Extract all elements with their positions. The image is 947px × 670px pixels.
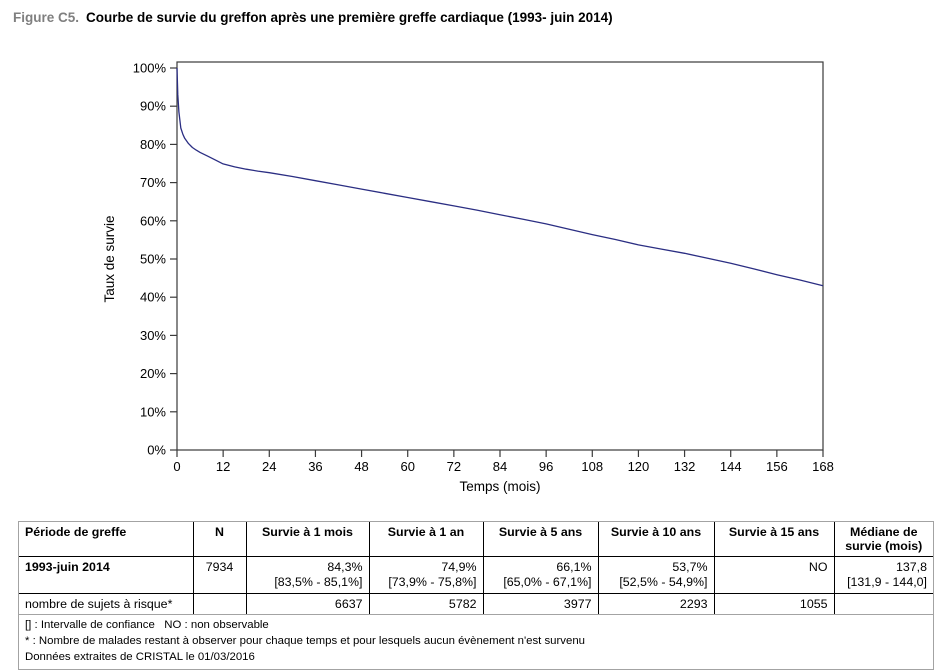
footnote-source: Données extraites de CRISTAL le 01/03/20… — [25, 651, 255, 663]
header-survie-15-ans: Survie à 15 ans — [714, 522, 835, 557]
header-periode: Période de greffe — [19, 522, 194, 557]
x-tick-label: 156 — [766, 459, 788, 474]
cell-mediane: 137,8 [131,9 - 144,0] — [834, 556, 933, 594]
survival-curve — [176, 67, 824, 287]
cell-survie-5-ans: 66,1% [65,0% - 67,1%] — [483, 556, 599, 594]
footnote-row: * : Nombre de malades restant à observer… — [19, 633, 933, 649]
confidence-interval: [52,5% - 54,9%] — [619, 575, 708, 589]
x-tick-label: 24 — [262, 459, 276, 474]
cell-survie-1-an: 74,9% [73,9% - 75,8%] — [369, 556, 484, 594]
x-axis-label: Temps (mois) — [459, 479, 540, 494]
x-tick-label: 0 — [173, 459, 180, 474]
value: 66,1% — [556, 560, 592, 574]
cell-risk-mediane — [834, 593, 933, 615]
x-tick-label: 108 — [581, 459, 603, 474]
y-tick-label: 20% — [140, 366, 166, 381]
y-tick-label: 70% — [140, 175, 166, 190]
x-tick-label: 96 — [539, 459, 553, 474]
y-tick-label: 90% — [140, 99, 166, 114]
confidence-interval: [65,0% - 67,1%] — [503, 575, 592, 589]
header-mediane: Médiane de survie (mois) — [834, 522, 933, 557]
footnote-row: Données extraites de CRISTAL le 01/03/20… — [19, 649, 933, 669]
confidence-interval: [131,9 - 144,0] — [847, 575, 927, 589]
x-tick-label: 132 — [674, 459, 696, 474]
summary-table: Période de greffe N Survie à 1 mois Surv… — [19, 522, 933, 669]
x-tick-label: 120 — [628, 459, 650, 474]
cell-risk-15-ans: 1055 — [714, 593, 835, 615]
footnote-row: [] : Intervalle de confiance NO : non ob… — [19, 615, 933, 634]
header-survie-1-mois: Survie à 1 mois — [246, 522, 370, 557]
footnote-confidence: [] : Intervalle de confiance NO : non ob… — [25, 619, 269, 631]
x-tick-label: 60 — [400, 459, 414, 474]
cell-n: 7934 — [193, 556, 247, 594]
footnote-at-risk: * : Nombre de malades restant à observer… — [25, 635, 586, 647]
confidence-interval: [83,5% - 85,1%] — [274, 575, 363, 589]
cell-risk-10-ans: 2293 — [598, 593, 715, 615]
header-survie-5-ans: Survie à 5 ans — [483, 522, 599, 557]
x-tick-label: 168 — [812, 459, 834, 474]
cell-survie-10-ans: 53,7% [52,5% - 54,9%] — [598, 556, 715, 594]
table-header-row: Période de greffe N Survie à 1 mois Surv… — [19, 522, 933, 557]
cell-risk-1-mois: 6637 — [246, 593, 370, 615]
x-tick-label: 72 — [447, 459, 461, 474]
header-n: N — [193, 522, 247, 557]
y-tick-label: 10% — [140, 404, 166, 419]
value: 84,3% — [327, 560, 363, 574]
x-tick-label: 36 — [308, 459, 322, 474]
y-tick-label: 80% — [140, 137, 166, 152]
confidence-interval: [73,9% - 75,8%] — [388, 575, 477, 589]
cell-risk-1-an: 5782 — [369, 593, 484, 615]
value: 137,8 — [895, 560, 927, 574]
cell-period-label: 1993-juin 2014 — [19, 556, 194, 594]
table-row-period: 1993-juin 2014 7934 84,3% [83,5% - 85,1%… — [19, 556, 933, 594]
x-tick-label: 84 — [493, 459, 507, 474]
y-tick-label: 60% — [140, 213, 166, 228]
table-row-at-risk: nombre de sujets à risque* 6637 5782 397… — [19, 593, 933, 615]
value: 53,7% — [672, 560, 708, 574]
summary-table-container: Période de greffe N Survie à 1 mois Surv… — [18, 521, 934, 670]
y-tick-label: 0% — [147, 443, 166, 458]
x-tick-label: 12 — [216, 459, 230, 474]
y-tick-label: 50% — [140, 252, 166, 267]
value: NO — [808, 560, 828, 574]
cell-risk-5-ans: 3977 — [483, 593, 599, 615]
header-survie-10-ans: Survie à 10 ans — [598, 522, 715, 557]
y-axis-label: Taux de survie — [102, 215, 117, 302]
value: 74,9% — [441, 560, 477, 574]
figure-title-text: Courbe de survie du greffon après une pr… — [86, 10, 613, 25]
y-tick-label: 30% — [140, 328, 166, 343]
y-tick-label: 40% — [140, 290, 166, 305]
cell-risk-n — [193, 593, 247, 615]
cell-survie-1-mois: 84,3% [83,5% - 85,1%] — [246, 556, 370, 594]
figure-title: Figure C5. Courbe de survie du greffon ap… — [13, 10, 613, 25]
y-tick-label: 100% — [133, 61, 167, 76]
cell-survie-15-ans: NO — [714, 556, 835, 594]
survival-chart: 0% 10% 20% 30% 40% 50% 60% 70% 80% 90% 100% 0 12 24 36… — [102, 61, 834, 495]
cell-risk-label: nombre de sujets à risque* — [19, 593, 194, 615]
header-survie-1-an: Survie à 1 an — [369, 522, 484, 557]
figure-number: Figure C5. — [13, 10, 80, 25]
x-tick-label: 48 — [354, 459, 368, 474]
plot-border — [176, 61, 824, 451]
x-tick-label: 144 — [720, 459, 742, 474]
